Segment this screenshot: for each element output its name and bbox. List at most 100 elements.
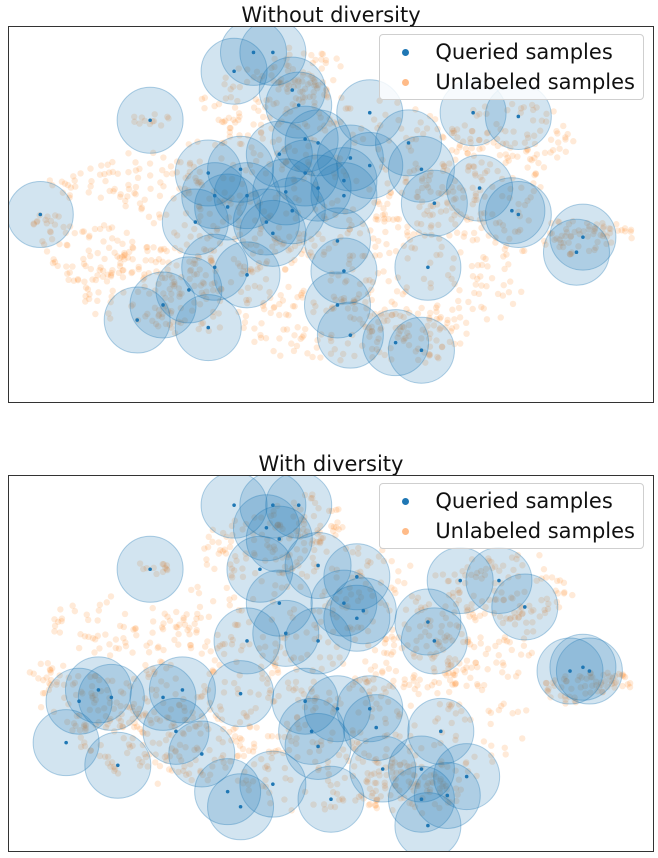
unlabeled-point — [381, 215, 388, 222]
unlabeled-point — [206, 771, 214, 778]
queried-point — [206, 325, 211, 330]
unlabeled-point — [456, 144, 463, 151]
unlabeled-point — [339, 524, 346, 531]
unlabeled-point — [106, 717, 113, 724]
unlabeled-point — [246, 640, 253, 648]
unlabeled-point — [354, 550, 362, 557]
unlabeled-point — [275, 78, 283, 86]
unlabeled-point — [264, 536, 271, 543]
unlabeled-point — [275, 121, 282, 128]
unlabeled-point — [563, 229, 571, 236]
unlabeled-point — [259, 113, 267, 121]
unlabeled-point — [152, 759, 159, 766]
unlabeled-point — [129, 244, 136, 251]
unlabeled-point — [562, 226, 570, 233]
unlabeled-point — [142, 710, 149, 717]
unlabeled-point — [619, 682, 626, 690]
unlabeled-point — [379, 156, 386, 164]
unlabeled-point — [311, 695, 319, 702]
unlabeled-point — [446, 160, 453, 167]
chart-title: Without diversity — [241, 3, 421, 27]
unlabeled-point — [451, 671, 458, 679]
unlabeled-point — [383, 240, 390, 248]
unlabeled-point — [284, 679, 292, 686]
unlabeled-point — [274, 521, 282, 529]
unlabeled-point — [173, 262, 180, 269]
unlabeled-point — [489, 758, 496, 765]
unlabeled-point — [343, 277, 350, 284]
unlabeled-point — [328, 331, 335, 339]
unlabeled-point — [452, 195, 459, 202]
unlabeled-point — [195, 218, 202, 225]
unlabeled-point — [329, 788, 337, 796]
queried-point — [251, 50, 256, 55]
unlabeled-point — [267, 294, 274, 302]
unlabeled-point — [212, 267, 219, 275]
unlabeled-point — [342, 105, 350, 112]
unlabeled-point — [433, 251, 440, 259]
unlabeled-point — [143, 244, 150, 251]
unlabeled-point — [295, 520, 303, 527]
unlabeled-point — [382, 228, 389, 236]
unlabeled-point — [58, 617, 65, 625]
unlabeled-point — [60, 662, 67, 669]
unlabeled-point — [383, 635, 390, 643]
unlabeled-point — [549, 146, 557, 154]
unlabeled-point — [231, 621, 239, 628]
unlabeled-point — [149, 618, 157, 625]
unlabeled-point — [231, 594, 238, 601]
unlabeled-point — [287, 245, 294, 253]
unlabeled-point — [82, 284, 90, 291]
unlabeled-point — [514, 708, 522, 716]
unlabeled-point — [275, 136, 283, 143]
unlabeled-point — [562, 233, 569, 240]
unlabeled-point — [387, 791, 394, 799]
unlabeled-point — [346, 252, 353, 259]
unlabeled-point — [109, 168, 117, 176]
unlabeled-point — [295, 197, 302, 204]
queried-point — [393, 340, 398, 345]
unlabeled-point — [374, 216, 382, 223]
unlabeled-point — [81, 721, 88, 728]
unlabeled-point — [458, 630, 465, 638]
unlabeled-point — [180, 767, 187, 775]
unlabeled-point — [453, 208, 461, 215]
unlabeled-point — [349, 626, 356, 633]
unlabeled-point — [481, 103, 489, 110]
unlabeled-point — [376, 200, 383, 208]
unlabeled-point — [392, 775, 400, 783]
unlabeled-point — [187, 266, 195, 274]
unlabeled-point — [82, 262, 89, 270]
unlabeled-point — [444, 200, 451, 207]
unlabeled-point — [142, 712, 150, 719]
unlabeled-point — [82, 727, 89, 734]
unlabeled-point — [356, 230, 364, 237]
unlabeled-point — [441, 670, 448, 677]
unlabeled-point — [406, 748, 414, 755]
queried-point — [277, 152, 282, 156]
unlabeled-point — [456, 660, 463, 667]
unlabeled-point — [247, 191, 254, 198]
unlabeled-point — [168, 274, 176, 282]
unlabeled-point — [556, 145, 563, 152]
unlabeled-point — [393, 769, 400, 777]
unlabeled-point — [221, 81, 228, 88]
unlabeled-point — [226, 129, 234, 136]
unlabeled-point — [159, 560, 166, 568]
unlabeled-point — [311, 103, 318, 110]
unlabeled-point — [82, 722, 90, 729]
unlabeled-point — [214, 645, 221, 652]
unlabeled-point — [410, 771, 417, 779]
unlabeled-point — [272, 556, 280, 563]
unlabeled-point — [418, 810, 426, 817]
unlabeled-point — [249, 595, 257, 603]
unlabeled-point — [300, 525, 307, 533]
unlabeled-point — [136, 762, 144, 769]
unlabeled-point — [250, 744, 258, 751]
unlabeled-point — [311, 82, 318, 89]
unlabeled-point — [464, 606, 471, 613]
unlabeled-point — [472, 659, 479, 667]
unlabeled-point — [384, 317, 391, 324]
unlabeled-point — [445, 669, 452, 677]
unlabeled-point — [143, 667, 150, 674]
